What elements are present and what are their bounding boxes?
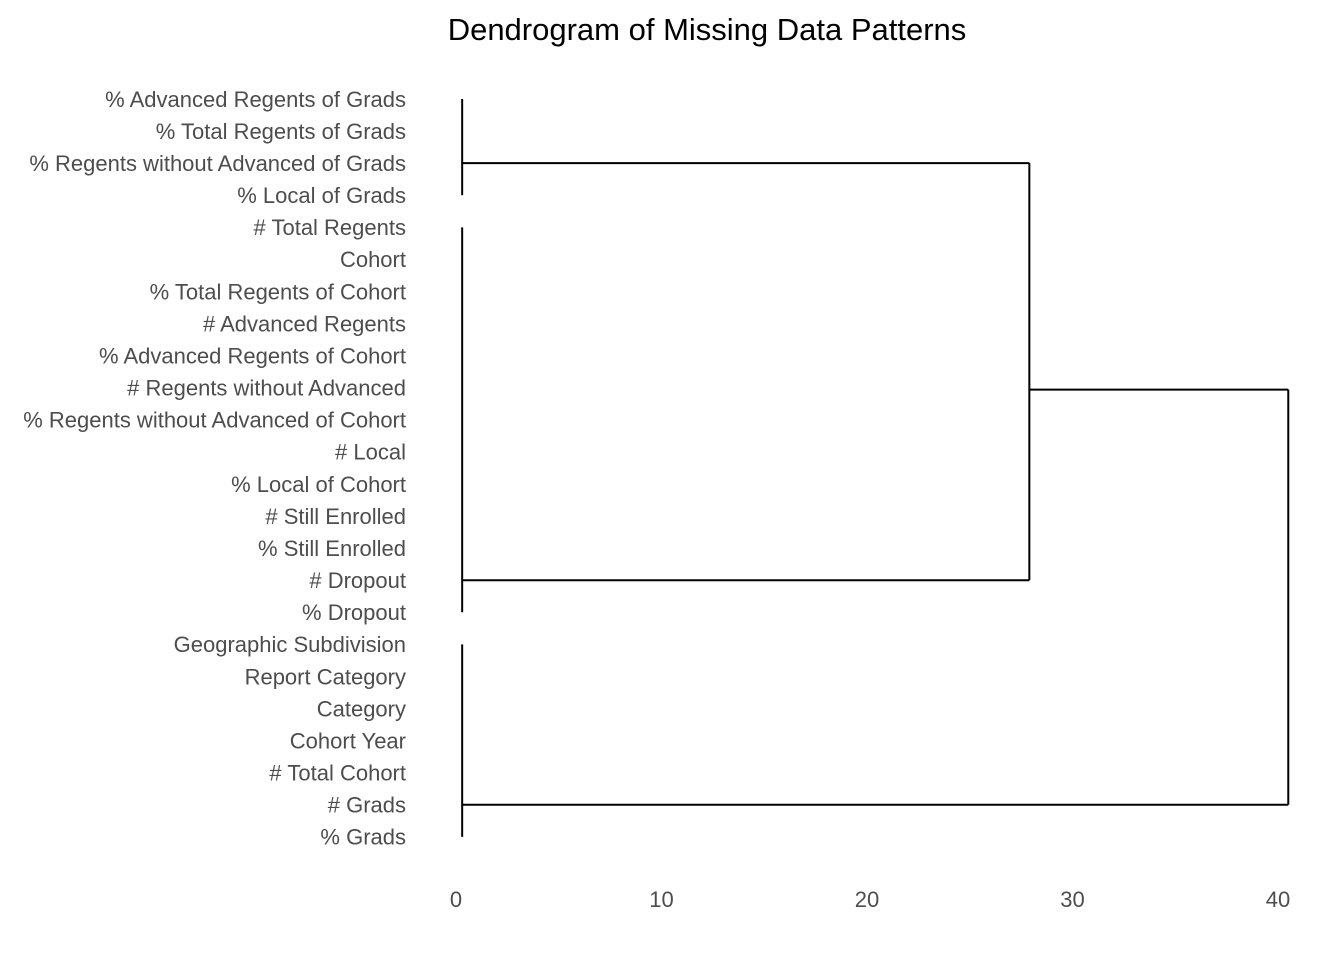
x-tick-label: 10 [649,887,673,912]
leaf-label: % Total Regents of Grads [156,119,406,144]
leaf-label: # Advanced Regents [203,311,406,336]
leaf-label: Cohort Year [290,728,406,753]
leaf-label: Report Category [245,664,406,689]
leaf-label: % Local of Grads [237,183,406,208]
leaf-label: % Regents without Advanced of Cohort [23,408,406,433]
leaf-label: Cohort [340,247,406,272]
dendrogram-links [461,99,1290,837]
leaf-label: # Local [335,440,406,465]
chart-title: Dendrogram of Missing Data Patterns [448,12,967,47]
leaf-label: % Grads [320,825,406,850]
leaf-label: # Total Cohort [269,760,406,785]
leaf-label: # Total Regents [254,215,406,240]
x-tick-label: 40 [1266,887,1290,912]
leaf-label: % Still Enrolled [258,536,406,561]
leaf-label: % Advanced Regents of Cohort [99,343,406,368]
leaf-label: % Dropout [302,600,406,625]
x-tick-label: 0 [450,887,462,912]
leaf-label: % Total Regents of Cohort [150,279,406,304]
leaf-label: # Regents without Advanced [127,376,406,401]
leaf-label: # Grads [328,793,406,818]
leaf-label: % Advanced Regents of Grads [105,87,406,112]
x-tick-label: 30 [1060,887,1084,912]
leaf-label: # Still Enrolled [265,504,406,529]
leaf-label: Geographic Subdivision [174,632,406,657]
leaf-label: % Local of Cohort [231,472,406,497]
leaf-label: Category [317,696,406,721]
leaf-labels: % Advanced Regents of Grads % Total Regen… [23,87,406,850]
leaf-label: % Regents without Advanced of Grads [29,151,406,176]
x-tick-label: 20 [855,887,879,912]
x-axis-ticks: 0 10 20 30 40 [450,887,1290,912]
leaf-label: # Dropout [309,568,406,593]
